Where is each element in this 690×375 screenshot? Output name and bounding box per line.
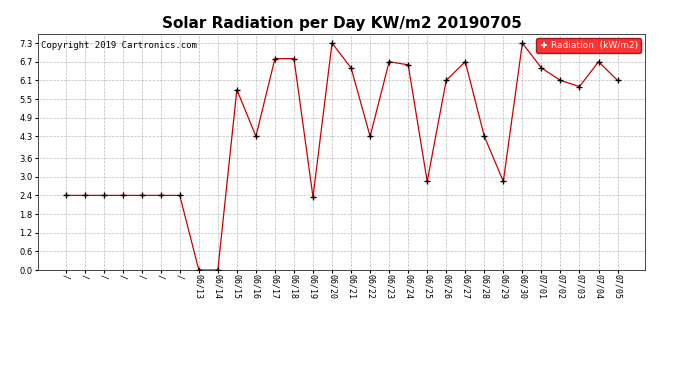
Text: Copyright 2019 Cartronics.com: Copyright 2019 Cartronics.com	[41, 41, 197, 50]
Legend: Radiation  (kW/m2): Radiation (kW/m2)	[536, 38, 640, 53]
Title: Solar Radiation per Day KW/m2 20190705: Solar Radiation per Day KW/m2 20190705	[161, 16, 522, 31]
